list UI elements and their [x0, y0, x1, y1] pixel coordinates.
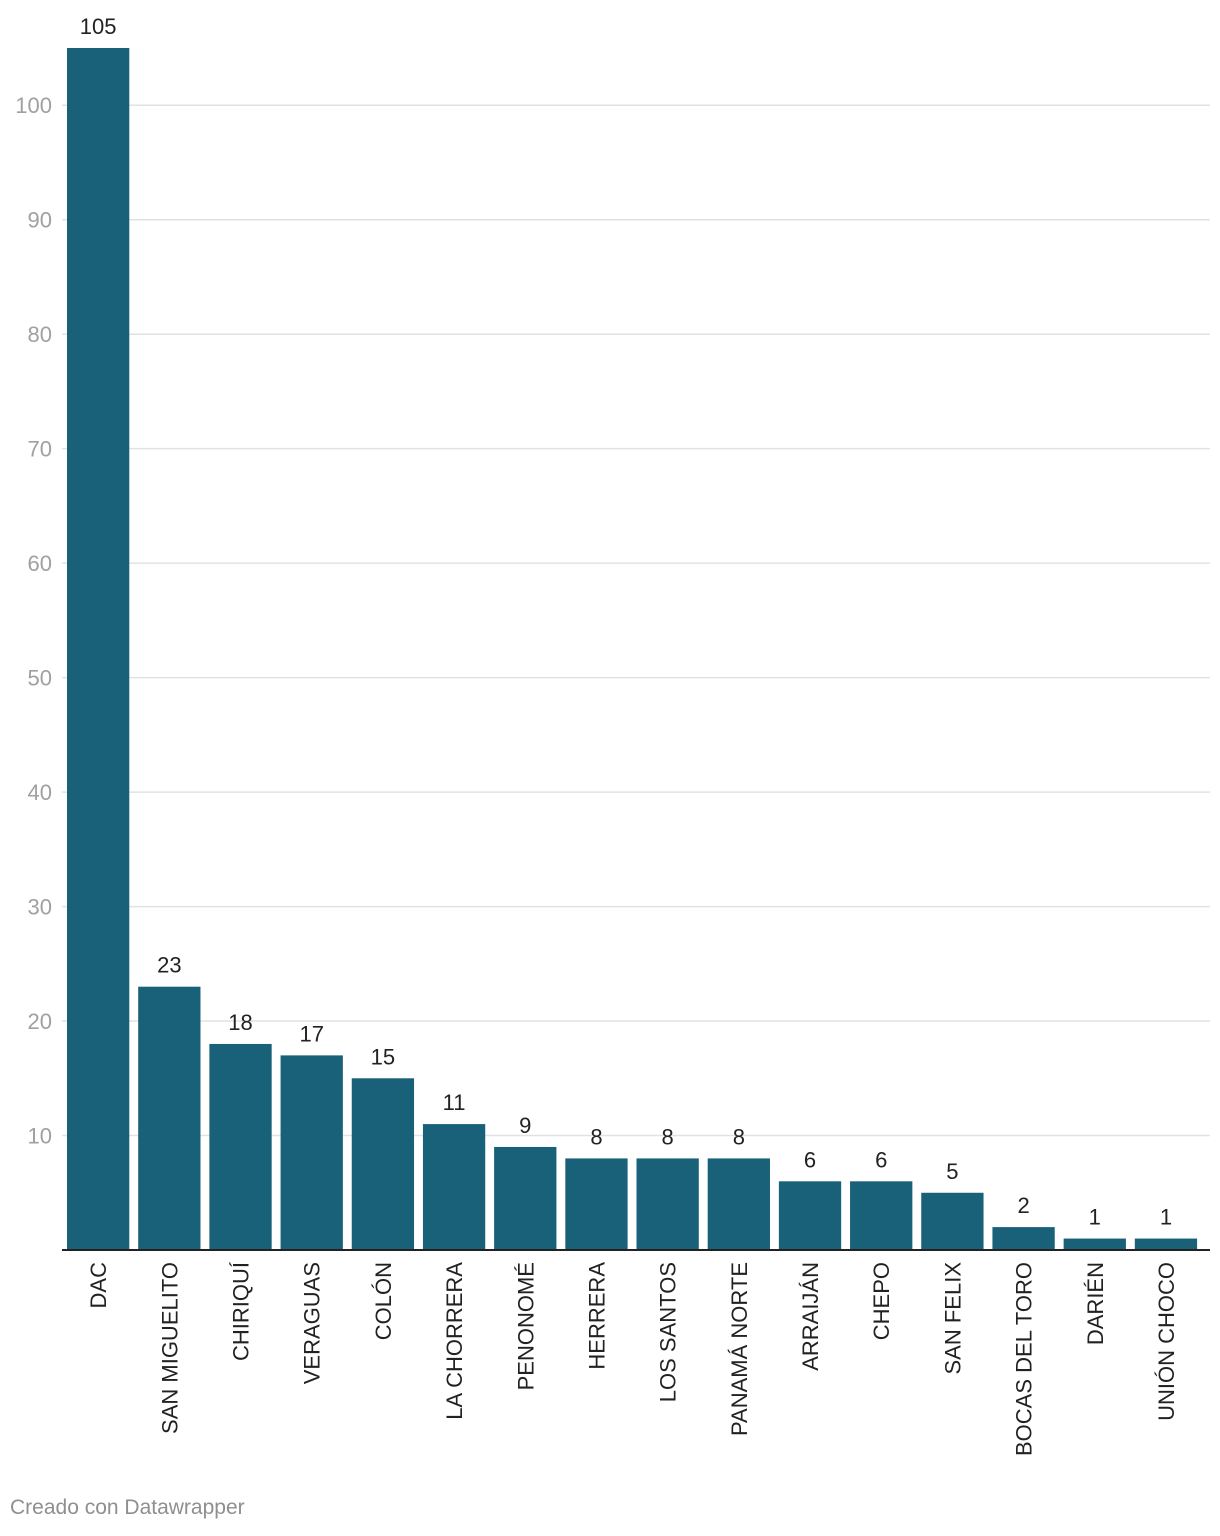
x-tick-label: UNIÓN CHOCO	[1154, 1262, 1179, 1421]
bar-chart: 10 20 30 40 50 60 70 80 90 100 105 DAC 23 SAN MIGUELI…	[15, 14, 1210, 1456]
y-tick-label: 90	[28, 208, 52, 233]
x-tick-label: COLÓN	[371, 1262, 396, 1340]
bar	[707, 1158, 770, 1250]
bar	[921, 1192, 984, 1250]
x-tick-label: BOCAS DEL TORO	[1012, 1262, 1037, 1456]
data-label: 8	[590, 1124, 602, 1149]
x-tick-label: CHEPO	[869, 1262, 894, 1340]
bar	[209, 1043, 272, 1250]
bar	[494, 1146, 557, 1250]
data-label: 5	[946, 1159, 958, 1184]
y-tick-label: 70	[28, 437, 52, 462]
x-tick-label: PANAMÁ NORTE	[727, 1262, 752, 1436]
x-tick-label: DAC	[86, 1262, 111, 1309]
data-label: 9	[519, 1113, 531, 1138]
bar	[992, 1227, 1055, 1250]
x-tick-label: PENONOMÉ	[513, 1262, 538, 1390]
data-label: 11	[443, 1090, 466, 1115]
y-tick-label: 10	[28, 1124, 52, 1149]
x-tick-label: HERRERA	[584, 1262, 609, 1370]
data-label: 105	[80, 14, 117, 39]
x-tick-label: SAN MIGUELITO	[157, 1262, 182, 1434]
data-label: 18	[228, 1010, 252, 1035]
bar	[422, 1124, 486, 1250]
data-label: 15	[371, 1044, 395, 1069]
bar	[778, 1181, 842, 1250]
data-label: 8	[662, 1124, 674, 1149]
y-tick-label: 60	[28, 551, 52, 576]
y-tick-label: 50	[28, 666, 52, 691]
y-tick-label: 40	[28, 780, 52, 805]
data-label: 1	[1160, 1205, 1172, 1230]
y-tick-label: 100	[15, 93, 52, 118]
data-label: 6	[875, 1147, 887, 1172]
bar	[351, 1078, 415, 1250]
bar	[1134, 1238, 1198, 1250]
x-tick-label: LOS SANTOS	[656, 1262, 681, 1402]
x-tick-label: CHIRIQUÍ	[229, 1261, 254, 1361]
data-label: 2	[1017, 1193, 1029, 1218]
data-label: 23	[157, 953, 181, 978]
y-tick-label: 20	[28, 1009, 52, 1034]
bar	[138, 986, 201, 1250]
y-tick-label: 30	[28, 895, 52, 920]
data-label: 1	[1089, 1205, 1101, 1230]
credit-text: Creado con Datawrapper	[10, 1496, 245, 1519]
y-tick-label: 80	[28, 322, 52, 347]
data-label: 8	[733, 1124, 745, 1149]
bar	[636, 1158, 699, 1250]
bar	[565, 1158, 628, 1250]
x-tick-label: DARIÉN	[1083, 1262, 1108, 1345]
bar	[67, 48, 130, 1250]
bar	[850, 1181, 913, 1250]
bar	[1063, 1238, 1126, 1250]
bar	[280, 1055, 343, 1250]
data-label: 17	[299, 1021, 323, 1046]
x-tick-label: ARRAIJÁN	[798, 1262, 823, 1371]
x-tick-label: VERAGUAS	[300, 1262, 325, 1384]
data-label: 6	[804, 1147, 816, 1172]
x-tick-label: SAN FELIX	[940, 1262, 965, 1375]
x-tick-label: LA CHORRERA	[442, 1262, 467, 1420]
